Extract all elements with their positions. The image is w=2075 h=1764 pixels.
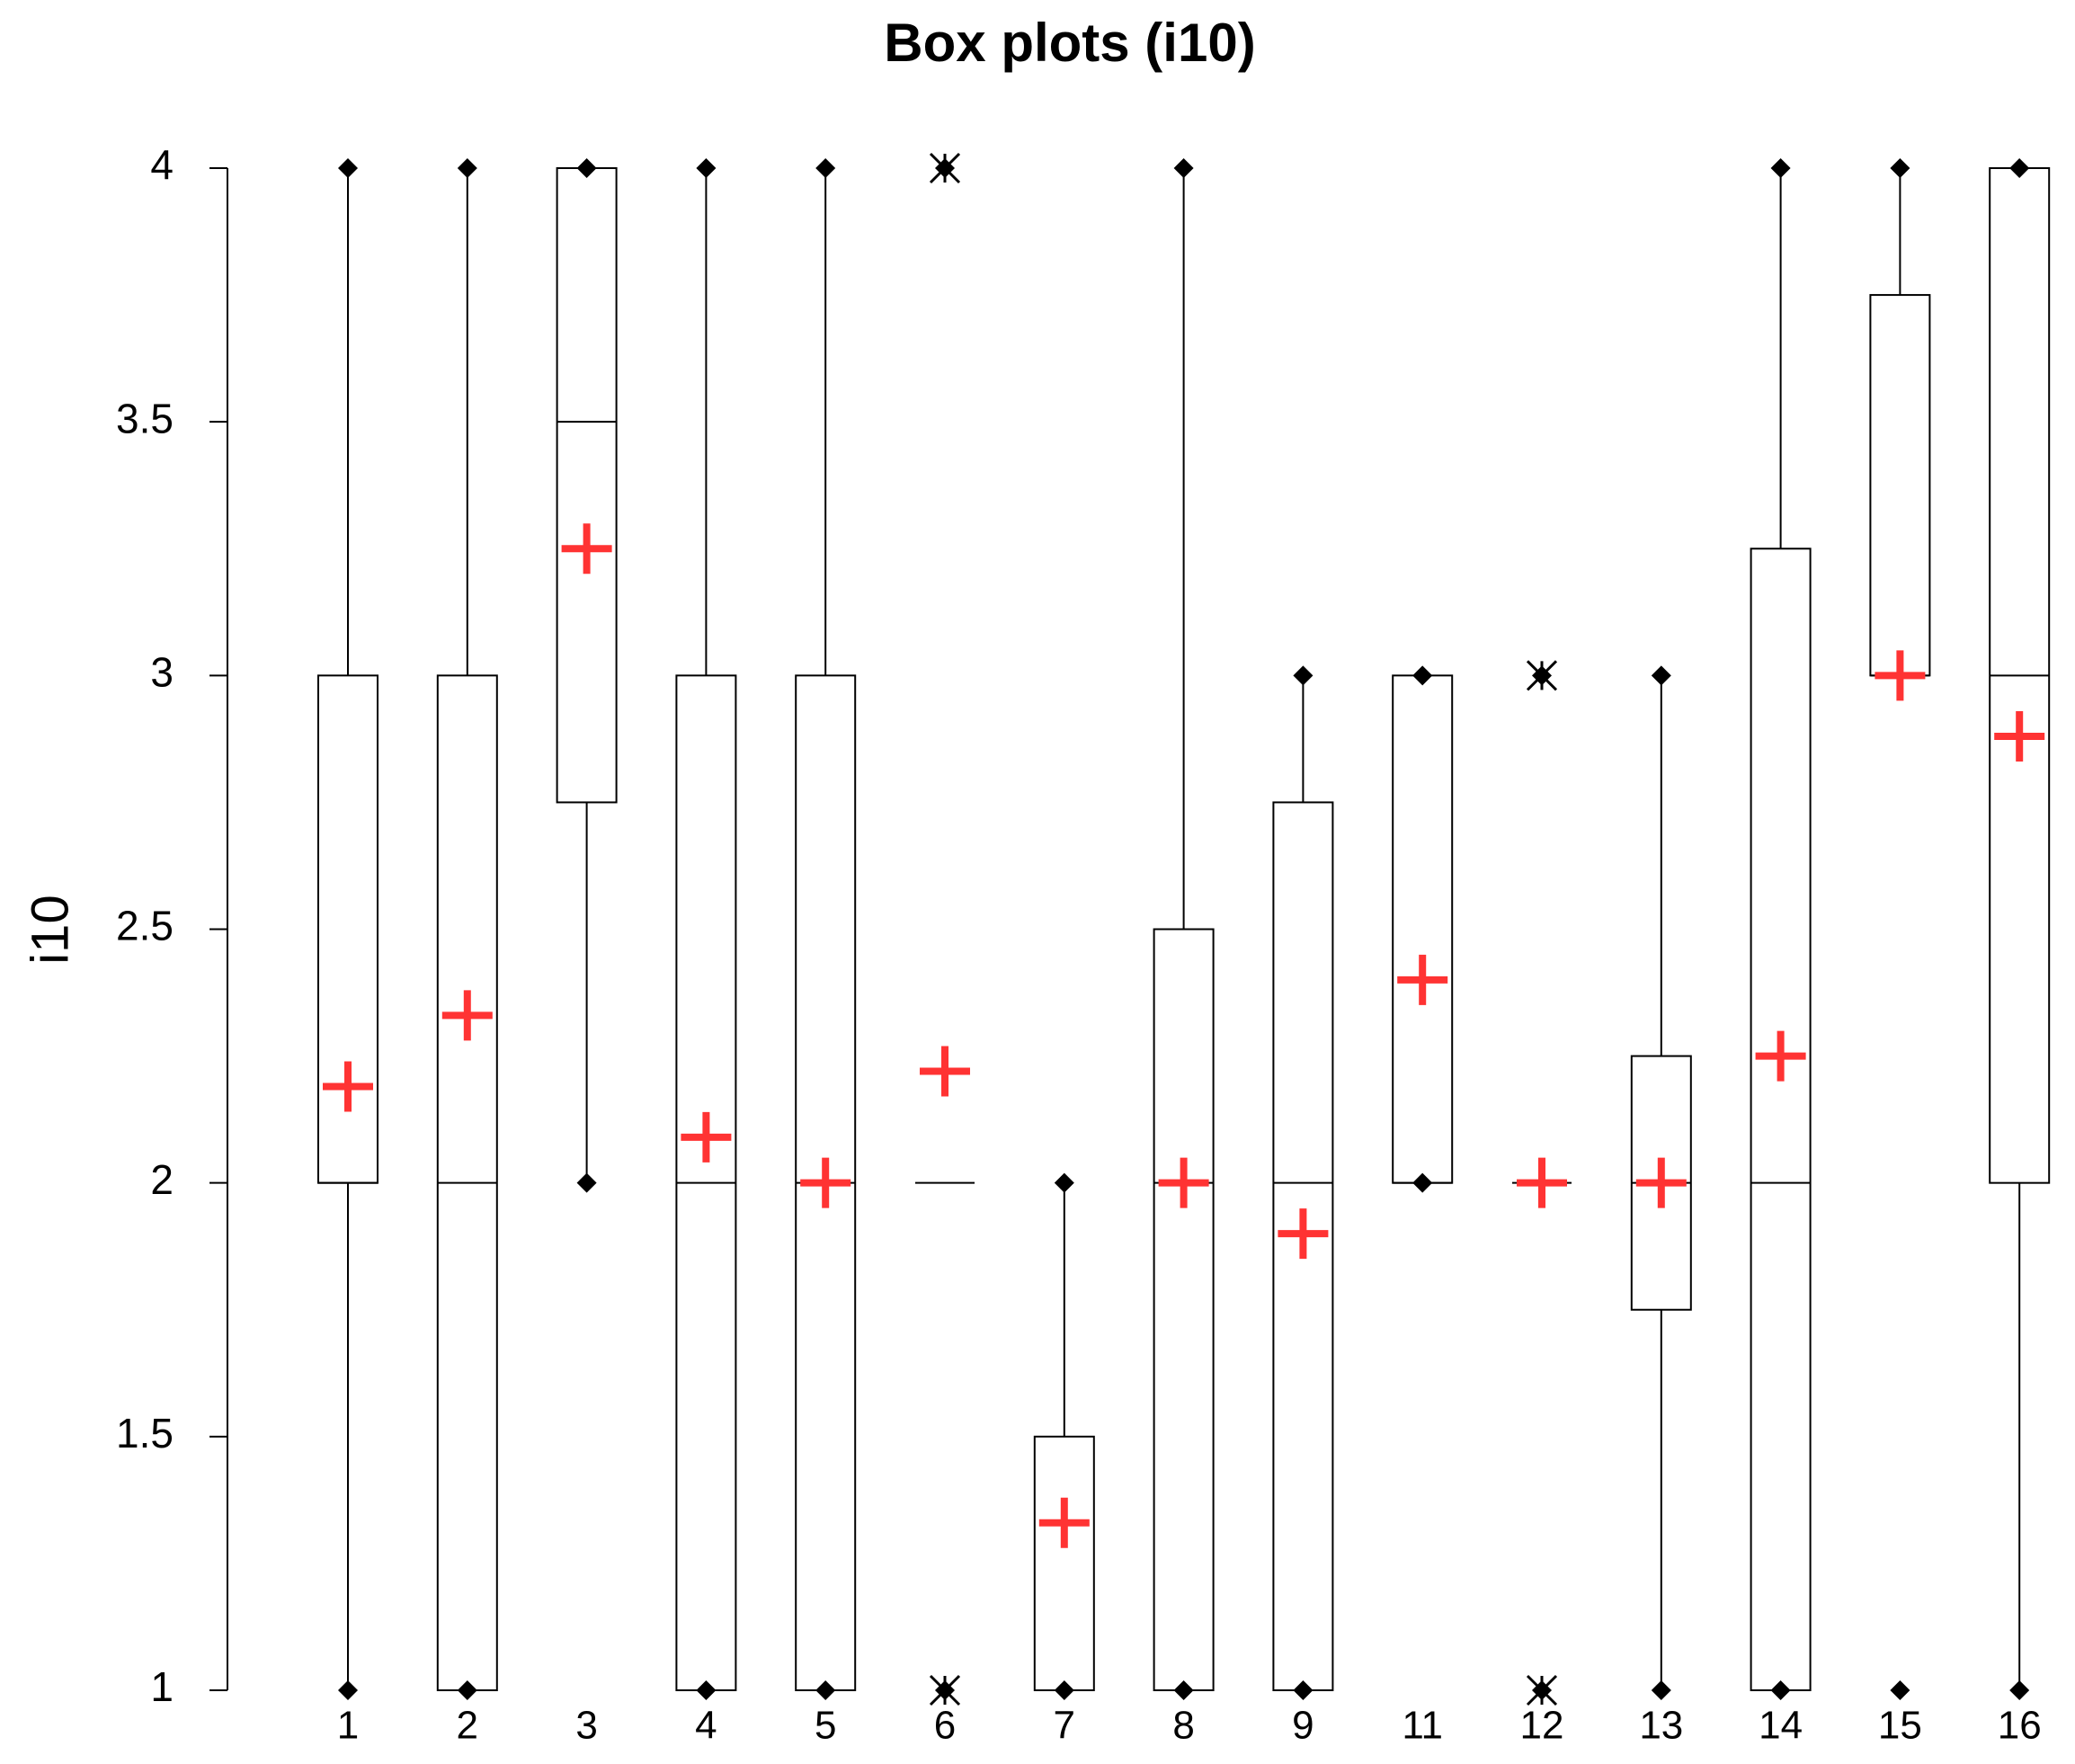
max-marker — [576, 158, 597, 178]
mean-marker — [441, 990, 493, 1041]
max-marker — [2009, 158, 2030, 178]
max-marker — [1173, 158, 1194, 178]
x-tick-label: 13 — [1639, 1704, 1683, 1748]
x-tick-label: 11 — [1402, 1704, 1443, 1748]
box — [1750, 548, 1812, 1691]
y-tick-label: 2.5 — [116, 903, 174, 949]
min-marker — [1532, 1680, 1552, 1700]
min-marker — [576, 1172, 597, 1193]
min-marker — [1770, 1680, 1791, 1700]
max-marker — [935, 158, 955, 178]
mean-marker — [1397, 954, 1448, 1005]
mean-marker — [1755, 1030, 1806, 1082]
min-marker — [457, 1680, 477, 1700]
max-marker — [1054, 1172, 1074, 1193]
y-tick-label: 4 — [150, 141, 174, 188]
x-tick-label: 3 — [575, 1704, 597, 1748]
max-marker — [1890, 158, 1910, 178]
x-tick-label: 5 — [815, 1704, 836, 1748]
min-marker — [1412, 1172, 1433, 1193]
x-tick-label: 15 — [1878, 1704, 1922, 1748]
x-tick-label: 8 — [1172, 1704, 1194, 1748]
mean-marker — [1158, 1157, 1209, 1208]
mean-marker — [1635, 1157, 1687, 1208]
x-tick-label: 9 — [1292, 1704, 1314, 1748]
y-tick-label: 1.5 — [116, 1410, 174, 1457]
x-tick-label: 16 — [1998, 1704, 2042, 1748]
min-marker — [1890, 1680, 1910, 1700]
min-marker — [1173, 1680, 1194, 1700]
min-marker — [935, 1680, 955, 1700]
min-marker — [1054, 1680, 1074, 1700]
mean-marker — [1875, 650, 1926, 701]
x-tick-label: 14 — [1759, 1704, 1803, 1748]
x-tick-label: 4 — [695, 1704, 717, 1748]
y-axis-label: i10 — [21, 895, 79, 964]
mean-marker — [561, 523, 612, 575]
y-tick-label: 1 — [150, 1663, 174, 1710]
mean-marker — [323, 1061, 373, 1112]
mean-marker — [681, 1111, 732, 1163]
y-tick-label: 2 — [150, 1156, 174, 1203]
box — [1033, 1435, 1095, 1692]
box — [1869, 294, 1931, 677]
mean-marker — [920, 1046, 970, 1097]
max-marker — [1293, 665, 1314, 686]
max-marker — [815, 158, 836, 178]
x-tick-label: 12 — [1520, 1704, 1564, 1748]
box — [1392, 674, 1454, 1184]
max-marker — [1651, 665, 1671, 686]
min-marker — [2009, 1680, 2030, 1700]
max-marker — [696, 158, 717, 178]
mean-marker — [1038, 1497, 1090, 1548]
box — [556, 167, 618, 804]
min-marker — [815, 1680, 836, 1700]
x-tick-label: 1 — [337, 1704, 359, 1748]
min-marker — [1651, 1680, 1671, 1700]
x-tick-label: 7 — [1054, 1704, 1075, 1748]
mean-marker — [1994, 711, 2045, 762]
max-marker — [338, 158, 358, 178]
chart-title: Box plots (i10) — [884, 13, 1255, 73]
max-marker — [457, 158, 477, 178]
max-marker — [1412, 665, 1433, 686]
mean-marker — [1517, 1157, 1567, 1208]
max-marker — [1770, 158, 1791, 178]
min-marker — [338, 1680, 358, 1700]
min-marker — [1293, 1680, 1314, 1700]
x-tick-label: 6 — [934, 1704, 956, 1748]
max-marker — [1532, 665, 1552, 686]
y-tick-label: 3 — [150, 648, 174, 695]
mean-marker — [800, 1157, 851, 1208]
min-marker — [696, 1680, 717, 1700]
x-tick-label: 2 — [457, 1704, 478, 1748]
mean-marker — [1278, 1208, 1329, 1260]
y-tick-label: 3.5 — [116, 395, 174, 441]
box — [1153, 928, 1215, 1691]
